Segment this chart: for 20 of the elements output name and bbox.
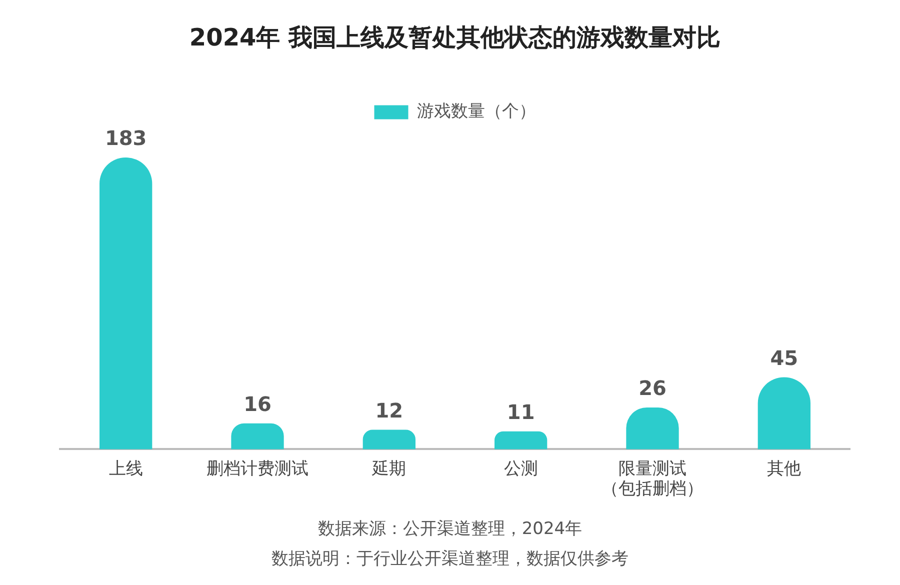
chart-title: 2024年 我国上线及暂处其他状态的游戏数量对比 [189, 24, 721, 52]
bar [100, 158, 152, 450]
x-tick-label: 上线 [108, 458, 143, 479]
data-label: 45 [770, 346, 798, 370]
text: 数据说明：于行业公开渠道整理，数据仅供参考 [270, 548, 630, 571]
bar [494, 431, 548, 450]
x-tick-label: 延期 [371, 458, 406, 479]
data-label: 26 [638, 376, 666, 400]
data-label: 16 [244, 392, 272, 416]
source-note: 数据来源：公开渠道整理，2024年 [316, 518, 584, 541]
x-tick-label: 其他 [767, 458, 802, 479]
x-tick-label: 限量测试（包括删档） [602, 458, 704, 500]
data-label: 183 [104, 126, 147, 150]
bar [362, 430, 416, 450]
data-label: 11 [506, 400, 535, 424]
x-tick-label: 删档计费测试 [206, 458, 308, 479]
bar [231, 423, 284, 450]
data-label: 12 [375, 398, 404, 422]
x-tick-label: 公测 [504, 458, 538, 479]
legend-label: 游戏数量（个） [416, 102, 536, 122]
